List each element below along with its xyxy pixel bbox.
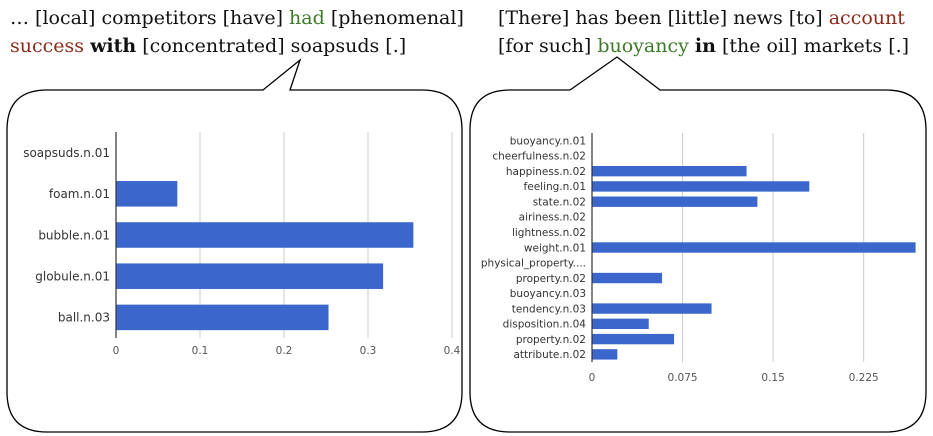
left-chart-x-tick-label: 0.4 [444, 345, 461, 357]
left-chart-category-label: bubble.n.01 [38, 228, 110, 242]
right-chart-category-label: lightness.n.02 [512, 227, 586, 239]
left-caption-line2-segment-2: with [90, 35, 137, 57]
right-chart-category-label: physical_property.... [481, 258, 586, 270]
left-chart-bar [116, 222, 414, 248]
right-caption-line2-segment-4: [the oil] markets [.] [715, 35, 910, 57]
left-chart-x-tick-label: 0.2 [276, 345, 293, 357]
right-chart-category-label: buoyancy.n.03 [510, 288, 586, 300]
left-chart-category-label: globule.n.01 [35, 270, 110, 284]
left-chart-bar [116, 181, 178, 207]
left-speech-bubble [6, 58, 463, 433]
left-chart-x-tick-label: 0.1 [192, 345, 209, 357]
right-caption-line2-segment-3: in [694, 35, 716, 57]
right-chart-bar [592, 196, 758, 207]
right-chart-category-label: disposition.n.04 [503, 319, 587, 331]
right-caption: [There] has been [little] news [to] acco… [498, 4, 909, 60]
right-chart-x-tick-label: 0.225 [849, 372, 879, 384]
right-caption-line1: [There] has been [little] news [to] acco… [498, 4, 909, 32]
right-chart-category-label: property.n.02 [516, 273, 586, 285]
right-chart-category-label: attribute.n.02 [514, 349, 587, 361]
right-chart-x-tick-label: 0 [589, 372, 596, 384]
right-caption-line2-segment-1: buoyancy [597, 35, 689, 57]
right-chart-category-label: buoyancy.n.01 [510, 135, 586, 147]
left-caption-line2-segment-3: [concentrated] soapsuds [.] [136, 35, 407, 57]
left-caption-line1-segment-2: [phenomenal] [324, 7, 464, 29]
left-chart-x-tick-label: 0.3 [360, 345, 377, 357]
right-caption-line1-segment-0: [There] has been [little] news [to] [498, 7, 829, 29]
right-caption-line2: [for such] buoyancy in [the oil] markets… [498, 32, 909, 60]
left-caption-line2: success with [concentrated] soapsuds [.] [10, 32, 464, 60]
right-chart-bar [592, 181, 810, 192]
left-caption: … [local] competitors [have] had [phenom… [10, 4, 464, 60]
left-chart-category-label: soapsuds.n.01 [23, 146, 110, 160]
right-chart-category-label: feeling.n.01 [524, 181, 586, 193]
right-chart-bar [592, 165, 747, 177]
left-chart-category-label: foam.n.01 [49, 187, 110, 201]
right-chart-bar [592, 333, 675, 345]
left-chart-category-label: ball.n.03 [58, 311, 110, 325]
right-chart-category-label: tendency.n.03 [512, 303, 586, 315]
right-chart-bar [592, 272, 663, 284]
right-chart-x-tick-label: 0.15 [761, 372, 784, 384]
left-caption-line1-segment-0: … [local] competitors [have] [10, 7, 290, 29]
right-chart-x-tick-label: 0.075 [668, 372, 698, 384]
right-chart-category-label: property.n.02 [516, 334, 586, 346]
left-caption-line2-segment-0: success [10, 35, 85, 57]
right-chart-bar [592, 242, 916, 253]
left-caption-line1-segment-1: had [289, 7, 325, 29]
right-chart-category-label: weight.n.01 [524, 242, 586, 254]
left-chart-bar [116, 263, 384, 289]
right-caption-line1-segment-1: account [828, 7, 905, 29]
right-speech-bubble [469, 56, 927, 433]
right-caption-line2-segment-0: [for such] [498, 35, 598, 57]
right-chart-bar [592, 318, 649, 330]
right-chart-category-label: airiness.n.02 [519, 212, 586, 224]
right-chart-category-label: state.n.02 [533, 196, 586, 208]
right-chart-category-label: cheerfulness.n.02 [492, 151, 586, 163]
right-chart-bar [592, 349, 618, 360]
left-caption-line1: … [local] competitors [have] had [phenom… [10, 4, 464, 32]
right-chart-bar [592, 303, 712, 314]
right-chart-category-label: happiness.n.02 [506, 166, 586, 178]
left-chart-x-tick-label: 0 [113, 345, 120, 357]
left-chart-bar [116, 304, 329, 331]
